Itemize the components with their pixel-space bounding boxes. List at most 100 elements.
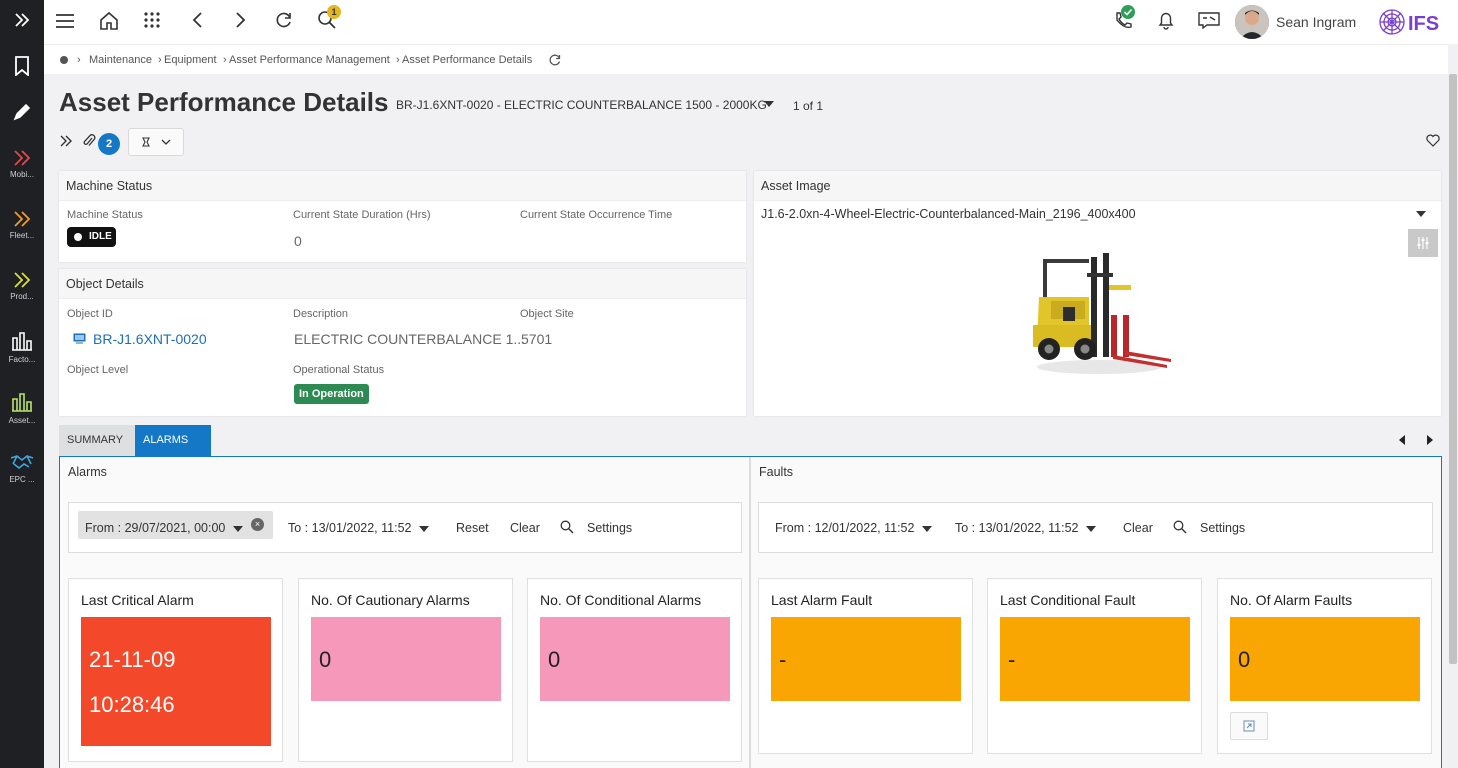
breadcrumb-item-maintenance[interactable]: Maintenance xyxy=(89,54,152,66)
refresh-button[interactable] xyxy=(274,10,298,34)
rail-item-mobile[interactable]: Mobi... xyxy=(0,149,44,179)
field-label: Object ID xyxy=(67,308,113,320)
expand-details-button[interactable] xyxy=(59,134,73,153)
rail-item-label: Facto... xyxy=(8,355,36,364)
caret-right-icon[interactable] xyxy=(1425,435,1433,445)
status-badge: IDLE xyxy=(67,227,116,247)
chevron-down-icon[interactable] xyxy=(1416,211,1426,218)
to-date-filter[interactable]: To : 13/01/2022, 11:52 xyxy=(955,521,1097,535)
cautionary-alarms-tile: No. Of Cautionary Alarms 0 xyxy=(298,578,513,762)
top-header: 1 Sean Ingram IFS xyxy=(44,0,1458,44)
tile-title: Last Critical Alarm xyxy=(81,592,194,608)
hamburger-icon xyxy=(56,14,74,28)
tab-alarms[interactable]: ALARMS xyxy=(135,425,211,456)
panel-title: Alarms xyxy=(60,457,749,487)
field-label: Current State Occurrence Time xyxy=(520,209,673,221)
pencil-icon xyxy=(13,103,31,121)
field-label: Current State Duration (Hrs) xyxy=(293,209,431,221)
avatar[interactable] xyxy=(1235,5,1269,39)
back-button[interactable] xyxy=(188,10,212,34)
chevron-down-icon[interactable] xyxy=(764,101,774,107)
breadcrumb-separator: › xyxy=(158,54,162,66)
bell-icon xyxy=(1158,12,1174,30)
rail-item-fleet[interactable]: Fleet... xyxy=(0,210,44,240)
clear-button[interactable]: Clear xyxy=(510,521,540,535)
rail-item-factory[interactable]: Facto... xyxy=(0,330,44,364)
page-scrollbar[interactable] xyxy=(1448,74,1458,768)
notifications-button[interactable] xyxy=(1156,10,1180,34)
duration-value: 0 xyxy=(294,233,302,249)
field-label: Object Level xyxy=(67,364,129,376)
alarm-faults-count: 0 xyxy=(1230,617,1420,701)
search-icon[interactable] xyxy=(1173,520,1187,534)
online-status-icon xyxy=(1121,5,1135,19)
rail-item-label: Prod... xyxy=(10,292,34,301)
breadcrumb-item-apm[interactable]: Asset Performance Management xyxy=(229,54,390,66)
edit-button[interactable] xyxy=(0,102,44,122)
panel-title: Faults xyxy=(751,457,1441,487)
phone-icon xyxy=(1116,12,1132,29)
action-icon xyxy=(142,137,150,147)
tab-bar: SUMMARY ALARMS xyxy=(59,425,1441,456)
record-count: 1 of 1 xyxy=(793,99,824,113)
chevrons-icon xyxy=(14,211,31,227)
reset-button[interactable]: Reset xyxy=(456,521,489,535)
search-icon[interactable] xyxy=(560,520,574,534)
settings-button[interactable]: Settings xyxy=(587,521,633,535)
chevrons-icon xyxy=(14,272,31,288)
from-date-filter[interactable]: From : 12/01/2022, 11:52 xyxy=(775,521,933,535)
from-date-chip[interactable] xyxy=(78,511,273,539)
bookmark-button[interactable] xyxy=(0,56,44,76)
field-label: Operational Status xyxy=(293,364,385,376)
rail-item-label: EPC ... xyxy=(9,475,35,484)
breadcrumb-home-icon[interactable] xyxy=(60,56,68,64)
last-alarm-fault-tile: Last Alarm Fault - xyxy=(758,578,973,754)
from-date-filter[interactable]: From : 29/07/2021, 00:00 xyxy=(85,521,244,535)
forward-button[interactable] xyxy=(230,10,254,34)
expand-navigator-button[interactable] xyxy=(0,12,44,28)
context-menu-button[interactable] xyxy=(128,128,184,156)
chevron-down-icon xyxy=(233,525,244,532)
ifs-logo: IFS xyxy=(1378,7,1442,42)
field-label: Machine Status xyxy=(67,209,143,221)
settings-button[interactable]: Settings xyxy=(1200,521,1246,535)
clear-from-icon[interactable]: × xyxy=(251,518,264,531)
machine-status-card: Machine Status Machine Status IDLE Curre… xyxy=(59,171,746,262)
faults-filter-bar: From : 12/01/2022, 11:52 To : 13/01/2022… xyxy=(758,502,1433,553)
scrollbar-thumb[interactable] xyxy=(1449,74,1457,664)
to-date-text: To : 13/01/2022, 11:52 xyxy=(955,521,1079,535)
rail-item-production[interactable]: Prod... xyxy=(0,271,44,301)
user-name[interactable]: Sean Ingram xyxy=(1276,14,1357,30)
apps-button[interactable] xyxy=(142,10,166,34)
clear-button[interactable]: Clear xyxy=(1123,521,1153,535)
breadcrumb-refresh-button[interactable] xyxy=(548,53,562,72)
alarms-filter-bar: From : 29/07/2021, 00:00 × To : 13/01/20… xyxy=(68,502,742,553)
record-selector[interactable]: BR-J1.6XNT-0020 - ELECTRIC COUNTERBALANC… xyxy=(396,98,767,112)
attachment-count-badge[interactable]: 2 xyxy=(98,133,120,155)
image-selector[interactable]: J1.6-2.0xn-4-Wheel-Electric-Counterbalan… xyxy=(761,207,1136,221)
feedback-icon xyxy=(1198,12,1220,30)
card-title: Machine Status xyxy=(59,171,746,201)
softphone-button[interactable] xyxy=(1112,10,1136,34)
tile-value: - xyxy=(779,647,787,672)
breadcrumb-item-equipment[interactable]: Equipment xyxy=(164,54,217,66)
tile-title: No. Of Conditional Alarms xyxy=(540,592,702,608)
to-date-filter[interactable]: To : 13/01/2022, 11:52 xyxy=(288,521,430,535)
attachments-button[interactable] xyxy=(82,133,96,154)
menu-button[interactable] xyxy=(54,10,78,34)
chevron-down-icon xyxy=(419,525,430,532)
rail-item-epc[interactable]: EPC ... xyxy=(0,452,44,484)
alarm-time: 10:28:46 xyxy=(89,692,175,717)
conditional-alarms-tile: No. Of Conditional Alarms 0 xyxy=(527,578,742,762)
object-id-link[interactable]: BR-J1.6XNT-0020 xyxy=(93,331,207,347)
paperclip-icon xyxy=(83,134,96,146)
rail-item-asset[interactable]: Asset... xyxy=(0,391,44,425)
caret-left-icon[interactable] xyxy=(1399,435,1407,445)
bar-chart-icon xyxy=(12,393,32,412)
home-button[interactable] xyxy=(98,10,122,34)
feedback-button[interactable] xyxy=(1197,10,1221,34)
image-settings-button[interactable] xyxy=(1408,229,1438,257)
tab-summary[interactable]: SUMMARY xyxy=(59,425,135,456)
open-details-button[interactable] xyxy=(1230,712,1268,740)
favorite-button[interactable] xyxy=(1426,134,1440,152)
